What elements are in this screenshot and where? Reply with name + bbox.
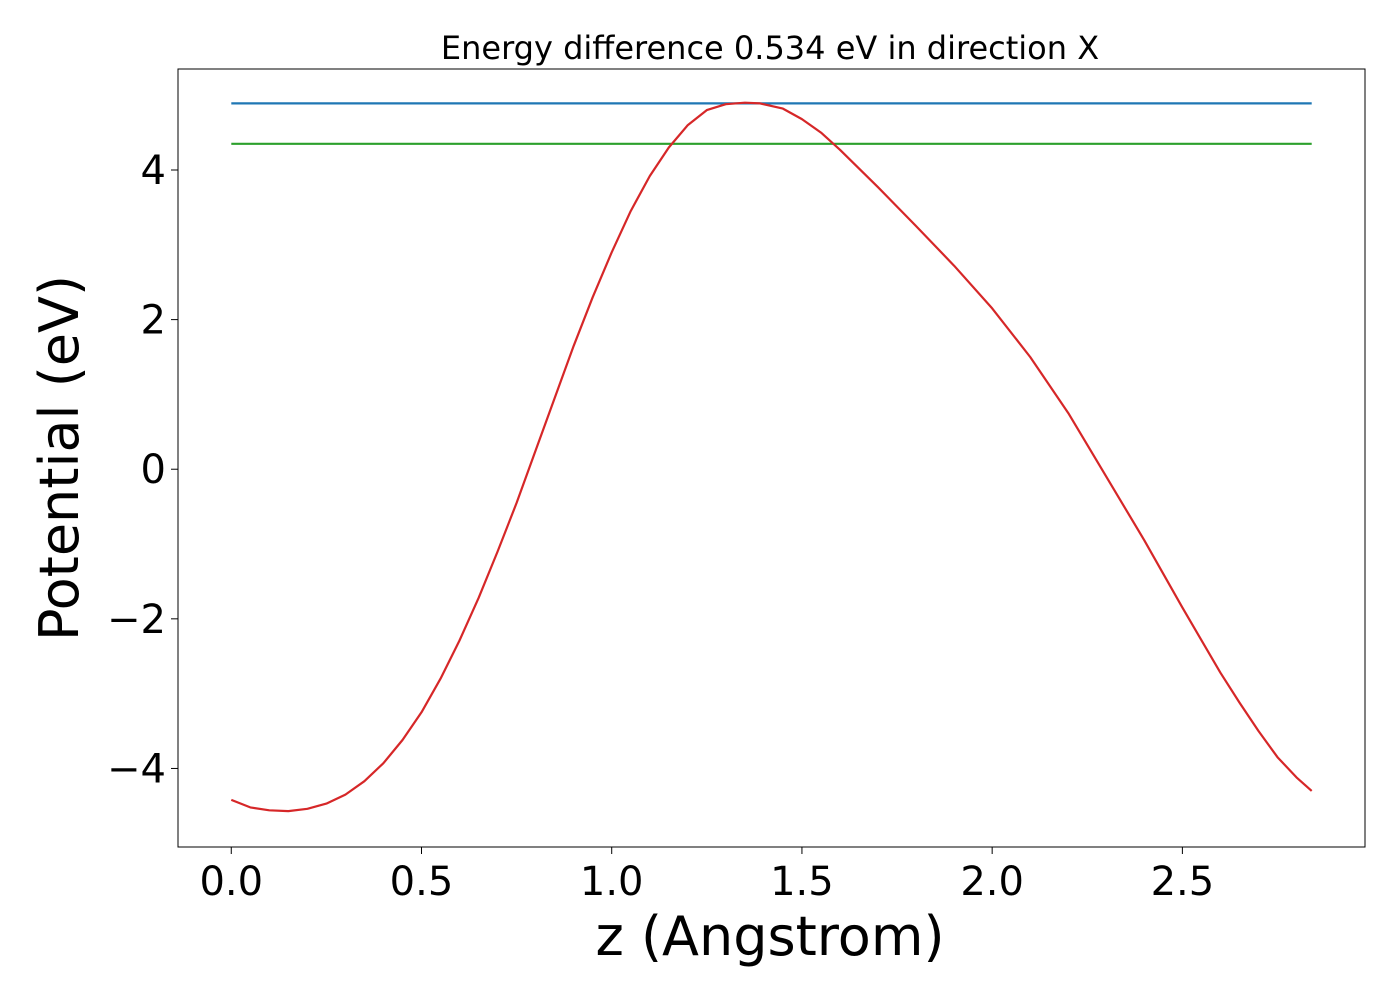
- x-tick-label: 0.5: [390, 859, 454, 905]
- x-tick-label: 2.5: [1151, 859, 1215, 905]
- y-tick-label: −2: [107, 597, 166, 643]
- y-axis-label: Potential (eV): [28, 275, 91, 641]
- y-tick-label: −4: [107, 746, 166, 792]
- series-line-3: [230, 101, 1313, 813]
- y-axis-ticks: −4 −2 0 2 4: [107, 148, 178, 792]
- x-axis-ticks: 0.0 0.5 1.0 1.5 2.0 2.5: [199, 847, 1214, 905]
- x-tick-label: 1.5: [770, 859, 834, 905]
- x-tick-label: 2.0: [960, 859, 1024, 905]
- y-tick-label: 0: [141, 447, 166, 493]
- chart-title: Energy difference 0.534 eV in direction …: [441, 29, 1099, 67]
- x-axis-label: z (Angstrom): [595, 905, 944, 968]
- x-tick-label: 1.0: [580, 859, 644, 905]
- x-tick-label: 0.0: [199, 859, 263, 905]
- series-layer: [230, 101, 1313, 813]
- y-tick-label: 4: [141, 148, 166, 194]
- plot-frame: [177, 68, 1366, 848]
- y-tick-label: 2: [141, 298, 166, 344]
